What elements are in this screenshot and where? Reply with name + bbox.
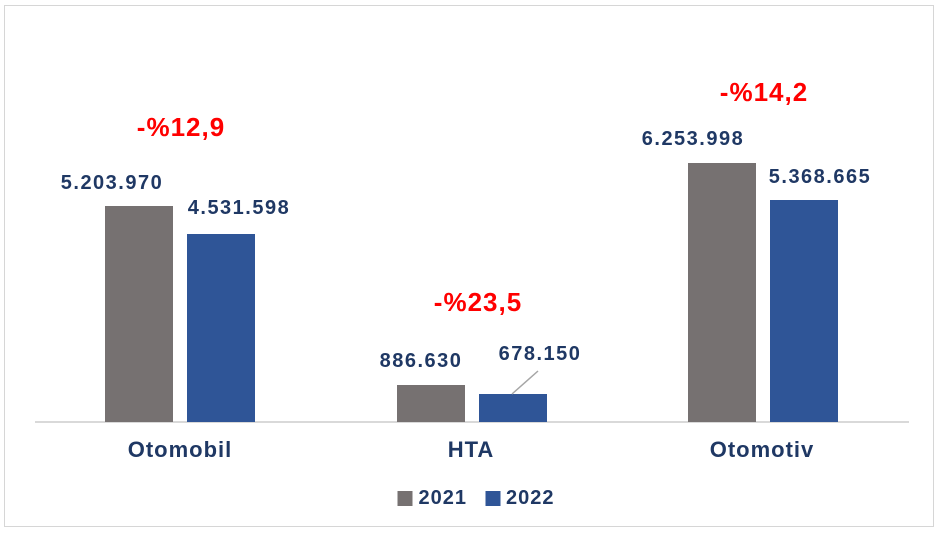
x-axis-line [35, 421, 909, 423]
legend-label-2021: 2021 [418, 487, 467, 509]
legend-swatch-2022 [485, 491, 500, 506]
change-label-hta: -%23,5 [433, 287, 523, 317]
legend: 2021 2022 [397, 487, 555, 510]
value-label-2021-otomobil: 5.203.970 [60, 172, 164, 194]
change-label-otomotiv: -%14,2 [719, 77, 809, 107]
bar-2021-otomobil [105, 206, 173, 422]
bar-2022-otomotiv [770, 200, 838, 422]
category-label-otomobil: Otomobil [127, 437, 233, 462]
legend-swatch-2021 [397, 491, 413, 506]
value-label-2021-otomotiv: 6.253.998 [641, 128, 745, 150]
bar-2021-hta [397, 385, 465, 422]
value-label-2021-hta: 886.630 [379, 350, 463, 372]
bar-2021-otomotiv [688, 163, 756, 422]
legend-label-2022: 2022 [506, 487, 555, 509]
change-label-otomobil: -%12,9 [136, 112, 226, 142]
value-label-2022-otomobil: 4.531.598 [187, 197, 291, 219]
chart-border-frame [4, 5, 934, 527]
category-label-hta: HTA [447, 437, 495, 462]
bar-2022-hta [479, 394, 547, 422]
value-label-2022-hta: 678.150 [498, 343, 582, 365]
legend-item-2022: 2022 [485, 487, 555, 510]
value-label-2022-otomotiv: 5.368.665 [768, 166, 872, 188]
bar-2022-otomobil [187, 234, 255, 422]
category-label-otomotiv: Otomotiv [709, 437, 815, 462]
legend-item-2021: 2021 [397, 487, 468, 510]
